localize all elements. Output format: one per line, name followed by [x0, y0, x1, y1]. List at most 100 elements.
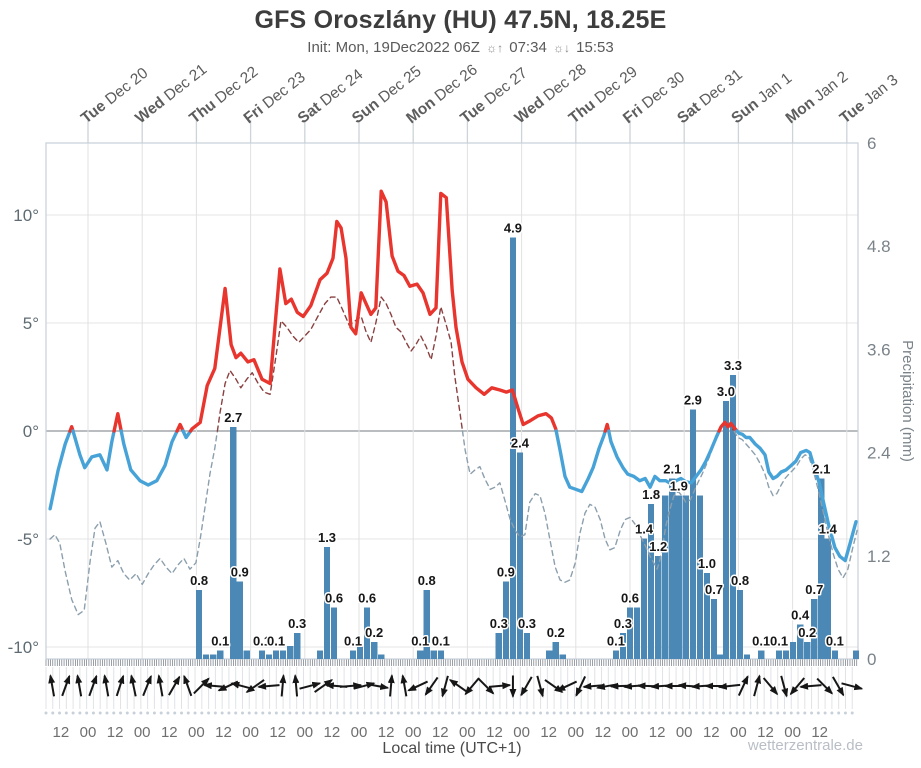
dot-marker: [227, 711, 231, 715]
wind-arrow: [156, 674, 164, 697]
dot-marker: [843, 711, 847, 715]
dot-marker: [478, 711, 482, 715]
precip-bar-label: 0.6: [621, 590, 639, 605]
dot-marker: [661, 711, 665, 715]
temperature-segment: [48, 429, 72, 511]
wind-arrow: [407, 680, 429, 692]
dot-marker: [721, 711, 725, 715]
dot-marker: [606, 711, 610, 715]
wind-arrow: [279, 674, 287, 697]
precip-bar-label: 0.3: [288, 616, 306, 631]
dot-marker: [213, 711, 217, 715]
hour-label: 00: [784, 724, 801, 741]
precip-bar: [502, 581, 509, 659]
precip-bar-label: 0.1: [607, 633, 625, 648]
wind-arrow: [314, 679, 334, 693]
dewpoint-segment: [49, 430, 219, 616]
precip-tick-label: 3.6: [867, 340, 891, 359]
dot-marker: [688, 711, 692, 715]
dot-marker: [681, 711, 685, 715]
dot-marker: [159, 711, 163, 715]
precip-bar-label: 0.1: [344, 633, 362, 648]
wind-arrow: [115, 674, 125, 697]
wind-arrow: [129, 674, 137, 697]
dot-marker: [200, 711, 204, 715]
watermark: wetterzentrale.de: [747, 737, 863, 754]
dot-marker: [342, 711, 346, 715]
temp-tick-label: -5°: [17, 530, 39, 549]
dot-marker: [464, 711, 468, 715]
temperature-segment: [735, 429, 858, 563]
precip-bar-label: 3.0: [717, 384, 735, 399]
dot-marker: [491, 711, 495, 715]
dot-marker: [837, 711, 841, 715]
precip-bar: [729, 375, 737, 659]
precip-bar: [736, 590, 744, 659]
dot-marker: [139, 711, 143, 715]
hour-label: 12: [324, 724, 341, 741]
precip-bar: [371, 641, 378, 659]
hour-label: 12: [215, 724, 232, 741]
dot-marker: [301, 711, 305, 715]
dot-marker: [715, 711, 719, 715]
precip-bar-label: 1.2: [649, 539, 667, 554]
temp-tick-label: -10°: [8, 638, 39, 657]
dot-marker: [552, 711, 556, 715]
dot-marker: [742, 711, 746, 715]
dot-marker: [450, 711, 454, 715]
temperature-segment: [181, 429, 193, 440]
dot-marker: [627, 711, 631, 715]
page-title: GFS Oroszlány (HU) 47.5N, 18.25E: [254, 6, 667, 34]
hour-label: 12: [649, 724, 666, 741]
wind-arrow: [292, 674, 300, 697]
dot-marker: [437, 711, 441, 715]
temperature-curve: [48, 189, 858, 563]
dot-marker: [240, 711, 244, 715]
precip-bar: [689, 409, 696, 659]
precip-bar: [669, 478, 676, 659]
precip-bar: [349, 650, 357, 659]
hour-label: 00: [134, 724, 151, 741]
dot-marker: [593, 711, 597, 715]
precip-bar: [243, 650, 250, 659]
precip-bar-label: 0.1: [211, 633, 229, 648]
precip-bar: [722, 401, 730, 659]
dot-marker: [58, 711, 62, 715]
wind-arrow: [575, 676, 587, 697]
dot-marker: [179, 711, 183, 715]
precip-bar-label: 0.6: [358, 590, 376, 605]
hour-label: 12: [53, 724, 70, 741]
dot-marker: [708, 711, 712, 715]
precip-bar: [831, 650, 838, 659]
dot-marker: [71, 711, 75, 715]
precip-bar-label: 1.3: [318, 530, 336, 545]
precip-bar: [682, 495, 689, 659]
precip-bar: [662, 495, 669, 659]
precip-bar: [258, 650, 266, 659]
dot-marker: [823, 711, 827, 715]
precip-bar-label: 0.1: [432, 633, 450, 648]
temperature-segment: [188, 189, 558, 433]
hour-label: 12: [595, 724, 612, 741]
precip-bar: [287, 646, 294, 659]
dot-marker: [322, 711, 326, 715]
dot-marker: [281, 711, 285, 715]
dot-marker: [390, 711, 394, 715]
precip-bar-label: 0.1: [752, 633, 770, 648]
dot-marker: [274, 711, 278, 715]
precip-bar-label: 1.9: [670, 479, 688, 494]
dot-marker: [789, 711, 793, 715]
dot-marker: [261, 711, 265, 715]
dot-marker: [769, 711, 773, 715]
wind-arrow: [193, 677, 210, 695]
dot-marker: [539, 711, 543, 715]
hour-label: 00: [567, 724, 584, 741]
dot-marker: [525, 711, 529, 715]
dot-marker: [295, 711, 299, 715]
precip-bar-label: 2.4: [511, 436, 530, 451]
temperature-segment: [554, 429, 607, 494]
dot-marker: [444, 711, 448, 715]
dot-marker: [782, 711, 786, 715]
precip-bar: [516, 452, 524, 659]
